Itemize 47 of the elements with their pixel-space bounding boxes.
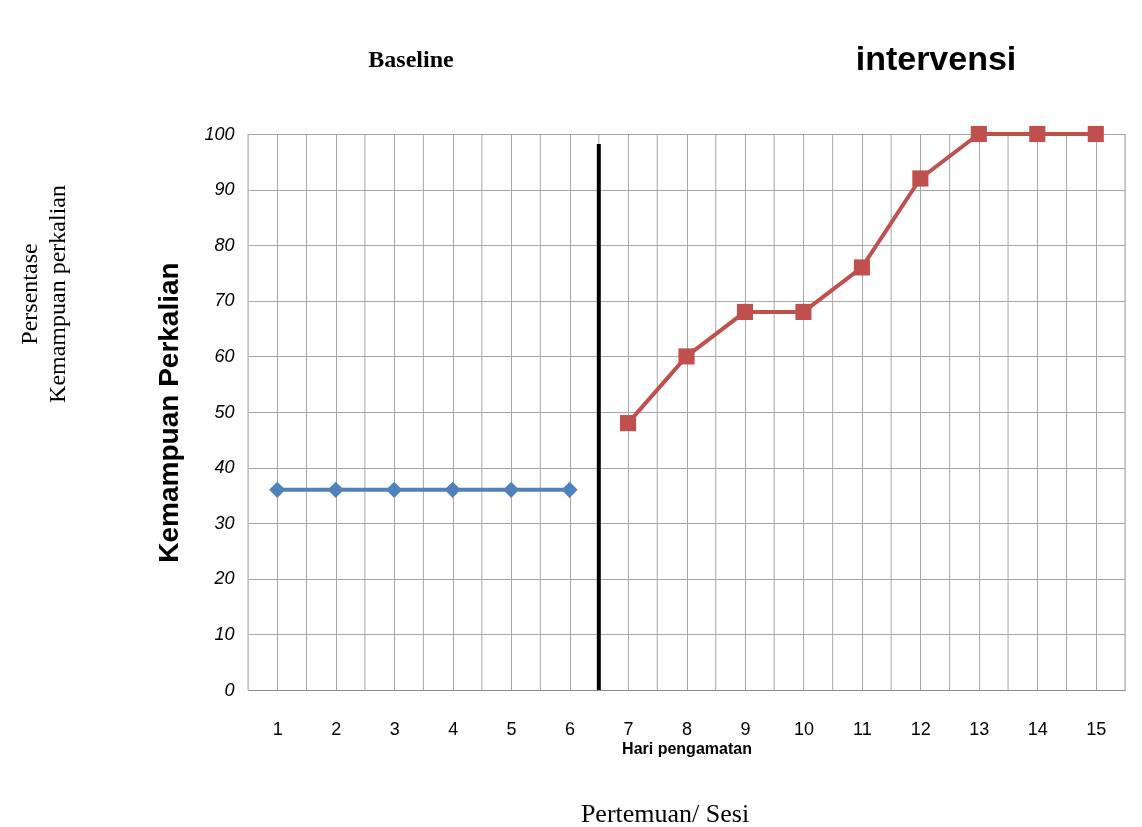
x-tick-label: 1 xyxy=(272,718,283,739)
x-tick-label: 12 xyxy=(910,718,931,739)
x-tick-label: 4 xyxy=(448,718,459,739)
y-tick-label: 60 xyxy=(214,345,235,366)
point xyxy=(503,481,520,498)
x-tick-label: 13 xyxy=(969,718,990,739)
x-tick-label: 6 xyxy=(565,718,576,739)
point xyxy=(1029,125,1046,143)
point xyxy=(795,303,812,320)
y-tick-label: 20 xyxy=(213,568,235,589)
point xyxy=(853,259,870,276)
y-tick-label: 100 xyxy=(204,123,235,144)
x-tick-label: 10 xyxy=(793,718,814,739)
y-tick-label: 10 xyxy=(214,623,235,644)
y-tick-label: 50 xyxy=(214,401,235,422)
point xyxy=(1087,125,1104,143)
text: Baseline xyxy=(368,46,455,72)
y-tick-label: 90 xyxy=(214,179,235,200)
x-tick-label: 8 xyxy=(681,718,693,739)
y-tick-label: 40 xyxy=(214,457,235,478)
point xyxy=(269,481,286,498)
x-tick-label: 11 xyxy=(853,718,872,739)
point xyxy=(678,348,695,365)
x-tick-label: 3 xyxy=(389,718,400,739)
point xyxy=(444,481,461,498)
x-tick-label: 5 xyxy=(506,718,517,739)
x-axis-title: Hari pengamatan xyxy=(622,739,752,757)
text: Pertemuan/ Sesi xyxy=(580,799,750,827)
point xyxy=(912,170,929,187)
point xyxy=(736,303,754,320)
point xyxy=(386,481,403,498)
point xyxy=(970,125,987,143)
y-tick-label: 30 xyxy=(214,512,235,533)
y-tick-label: 70 xyxy=(214,290,235,311)
point xyxy=(619,415,637,432)
x-tick-label: 7 xyxy=(623,718,634,739)
y-axis-title: Kemampuan Perkalian xyxy=(153,262,185,563)
point xyxy=(561,481,578,498)
y-tick-label: 80 xyxy=(214,234,235,255)
y-tick-label: 0 xyxy=(224,679,235,700)
x-tick-label: 14 xyxy=(1027,718,1048,739)
text: Persentase Kemampuan perkalian xyxy=(16,185,70,403)
x-tick-label: 15 xyxy=(1086,718,1107,739)
point xyxy=(327,481,344,498)
x-tick-label: 2 xyxy=(331,718,342,739)
x-tick-label: 9 xyxy=(740,718,751,739)
text: intervensi xyxy=(855,39,1017,77)
